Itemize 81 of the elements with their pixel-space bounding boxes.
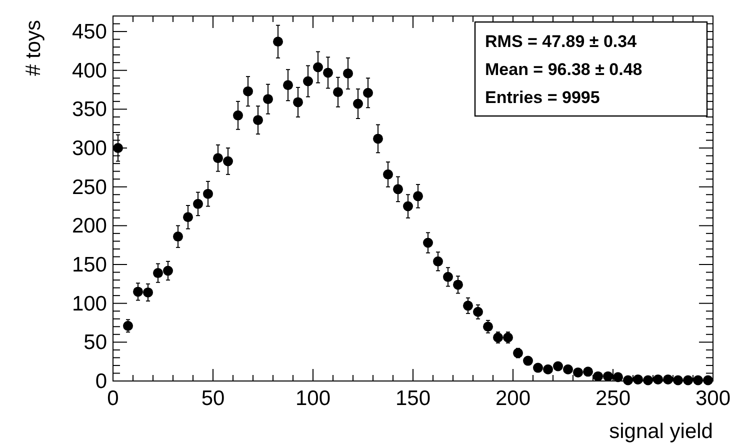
point xyxy=(573,367,583,378)
point xyxy=(283,80,293,90)
point xyxy=(273,36,283,47)
point xyxy=(553,361,563,372)
point xyxy=(413,191,423,202)
point xyxy=(333,87,343,98)
point xyxy=(323,68,333,78)
point xyxy=(383,169,393,180)
point xyxy=(263,94,273,104)
point xyxy=(343,68,353,78)
point xyxy=(663,374,673,384)
point xyxy=(483,322,493,332)
point xyxy=(373,134,383,144)
point xyxy=(653,374,663,384)
point xyxy=(673,375,683,386)
y-axis-title: # toys xyxy=(22,20,45,76)
y-tick-label: 250 xyxy=(72,176,107,199)
point xyxy=(693,375,703,386)
point xyxy=(123,320,133,331)
point xyxy=(293,97,303,108)
annotation: Mean = 96.38 ± 0.48 xyxy=(485,60,642,79)
point xyxy=(453,280,463,290)
x-tick-label: 200 xyxy=(495,387,531,410)
point xyxy=(633,374,643,384)
point xyxy=(223,156,233,166)
point xyxy=(183,212,193,222)
point xyxy=(473,306,483,317)
point xyxy=(463,300,473,311)
point xyxy=(643,375,653,386)
point xyxy=(173,232,183,242)
y-tick-label: 50 xyxy=(84,331,107,354)
point xyxy=(533,362,543,373)
y-tick-label: 0 xyxy=(95,370,107,393)
x-tick-label: 150 xyxy=(395,387,431,410)
point xyxy=(623,375,633,386)
point xyxy=(243,86,253,96)
point xyxy=(353,98,363,109)
point xyxy=(443,272,453,282)
annotation: RMS = 47.89 ± 0.34 xyxy=(485,32,638,51)
point xyxy=(513,348,523,358)
point xyxy=(213,153,223,164)
point xyxy=(153,268,163,278)
annotation: Entries = 9995 xyxy=(485,88,600,107)
point xyxy=(303,76,313,86)
point xyxy=(403,201,413,212)
point xyxy=(133,286,143,297)
point xyxy=(683,375,693,386)
point xyxy=(543,364,553,374)
point xyxy=(423,238,433,248)
x-tick-label: 300 xyxy=(695,387,731,410)
point xyxy=(203,188,213,199)
point xyxy=(493,332,503,343)
x-tick-label: 50 xyxy=(201,387,225,410)
x-tick-label: 100 xyxy=(295,387,331,410)
x-axis-title: signal yield xyxy=(609,420,713,443)
point xyxy=(503,332,513,343)
point xyxy=(363,88,373,98)
point xyxy=(313,62,323,72)
y-tick-label: 200 xyxy=(72,214,107,238)
point xyxy=(703,375,713,386)
point xyxy=(393,184,403,194)
y-tick-label: 150 xyxy=(72,254,107,277)
point xyxy=(603,371,613,382)
point xyxy=(523,356,533,366)
point xyxy=(143,287,153,298)
point xyxy=(113,143,123,154)
point xyxy=(253,115,263,126)
point xyxy=(163,266,173,276)
point xyxy=(563,364,573,374)
point xyxy=(613,372,623,382)
y-tick-label: 450 xyxy=(72,20,107,44)
y-tick-label: 300 xyxy=(72,137,107,160)
x-tick-label: 250 xyxy=(595,387,631,410)
point xyxy=(433,256,443,266)
point xyxy=(583,366,593,377)
y-tick-label: 400 xyxy=(72,59,107,82)
y-tick-label: 100 xyxy=(72,292,107,316)
point xyxy=(593,371,603,382)
point xyxy=(193,198,203,209)
point xyxy=(233,110,243,120)
y-tick-label: 350 xyxy=(72,98,107,122)
